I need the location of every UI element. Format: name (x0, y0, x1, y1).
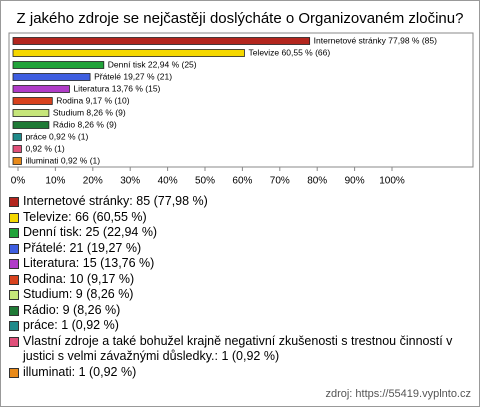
legend-swatch (9, 336, 19, 347)
data-label: Denní tisk 22,94 % (25) (108, 59, 197, 69)
bar (12, 121, 50, 129)
data-label: Literatura 13,76 % (15) (73, 83, 160, 93)
chart: Z jakého zdroje se nejčastěji doslýcháte… (8, 10, 474, 187)
legend-swatch (9, 212, 19, 223)
legend-swatch (9, 305, 19, 316)
bar (12, 133, 22, 141)
legend-label: Internetové stránky: 85 (77,98 %) (23, 194, 208, 208)
legend-label: Přátelé: 21 (19,27 %) (23, 240, 142, 255)
legend-item: Internetové stránky: 85 (77,98 %) (9, 194, 471, 210)
legend-swatch (9, 197, 19, 207)
legend-item: Rodina: 10 (9,17 %) (9, 272, 471, 288)
data-label: Studium 8,26 % (9) (53, 107, 126, 117)
bar (12, 145, 22, 153)
bar (12, 61, 105, 69)
x-tick-label: 50% (195, 176, 215, 187)
source: zdroj: https://55419.vyplnto.cz (325, 388, 471, 400)
x-tick-label: 10% (45, 176, 65, 187)
data-label: Přátelé 19,27 % (21) (94, 71, 172, 81)
legend-label: Denní tisk: 25 (22,94 %) (23, 225, 158, 239)
legend-item: Televize: 66 (60,55 %) (9, 210, 471, 226)
data-label: Internetové stránky 77,98 % (85) (314, 35, 437, 45)
legend-swatch (9, 259, 19, 269)
bar (12, 73, 91, 81)
x-tick-label: 20% (83, 176, 103, 187)
data-label: práce 0,92 % (1) (25, 131, 88, 141)
legend-label: Vlastní zdroje a také bohužel krajně neg… (23, 333, 453, 364)
data-label: Rádio 8,26 % (9) (53, 119, 117, 129)
legend-label: práce: 1 (0,92 %) (23, 318, 119, 332)
bar (12, 157, 22, 165)
legend-swatch (9, 290, 19, 300)
bar (12, 37, 311, 45)
legend-swatch (9, 243, 19, 254)
legend-label: Rádio: 9 (8,26 %) (23, 302, 121, 317)
legend-item: Rádio: 9 (8,26 %) (9, 303, 471, 319)
legend-label: Literatura: 15 (13,76 %) (23, 256, 155, 270)
bar (12, 85, 70, 93)
data-label: Rodina 9,17 % (10) (56, 95, 129, 105)
bar (12, 49, 245, 57)
x-tick-label: 40% (158, 176, 178, 187)
legend-swatch (9, 228, 19, 238)
legend-item: Literatura: 15 (13,76 %) (9, 256, 471, 272)
legend-label: Studium: 9 (8,26 %) (23, 287, 134, 301)
legend-swatch (9, 367, 19, 378)
x-tick-label: 60% (232, 176, 252, 187)
legend-item: Vlastní zdroje a také bohužel krajně neg… (9, 334, 471, 365)
legend-label: Televize: 66 (60,55 %) (23, 209, 147, 224)
x-tick-label: 30% (120, 176, 140, 187)
legend-swatch (9, 274, 19, 285)
data-label: illuminati 0,92 % (1) (25, 155, 100, 165)
x-tick-label: 100% (379, 176, 405, 187)
x-tick-label: 80% (307, 176, 327, 187)
legend-item: Denní tisk: 25 (22,94 %) (9, 225, 471, 241)
legend-item: práce: 1 (0,92 %) (9, 318, 471, 334)
legend-item: Přátelé: 21 (19,27 %) (9, 241, 471, 257)
bar (12, 97, 53, 105)
x-tick-label: 90% (345, 176, 365, 187)
data-label: 0,92 % (1) (25, 143, 64, 153)
chart-title: Z jakého zdroje se nejčastěji doslýcháte… (17, 10, 464, 27)
x-tick-label: 0% (11, 176, 26, 187)
legend-item: illuminati: 1 (0,92 %) (9, 365, 471, 381)
legend-label: Rodina: 10 (9,17 %) (23, 271, 135, 286)
legend: Internetové stránky: 85 (77,98 %) Televiz… (9, 194, 471, 380)
bar (12, 109, 50, 117)
legend-swatch (9, 321, 19, 331)
legend-item: Studium: 9 (8,26 %) (9, 287, 471, 303)
data-label: Televize 60,55 % (66) (248, 47, 330, 57)
x-tick-label: 70% (270, 176, 290, 187)
legend-label: illuminati: 1 (0,92 %) (23, 364, 137, 379)
